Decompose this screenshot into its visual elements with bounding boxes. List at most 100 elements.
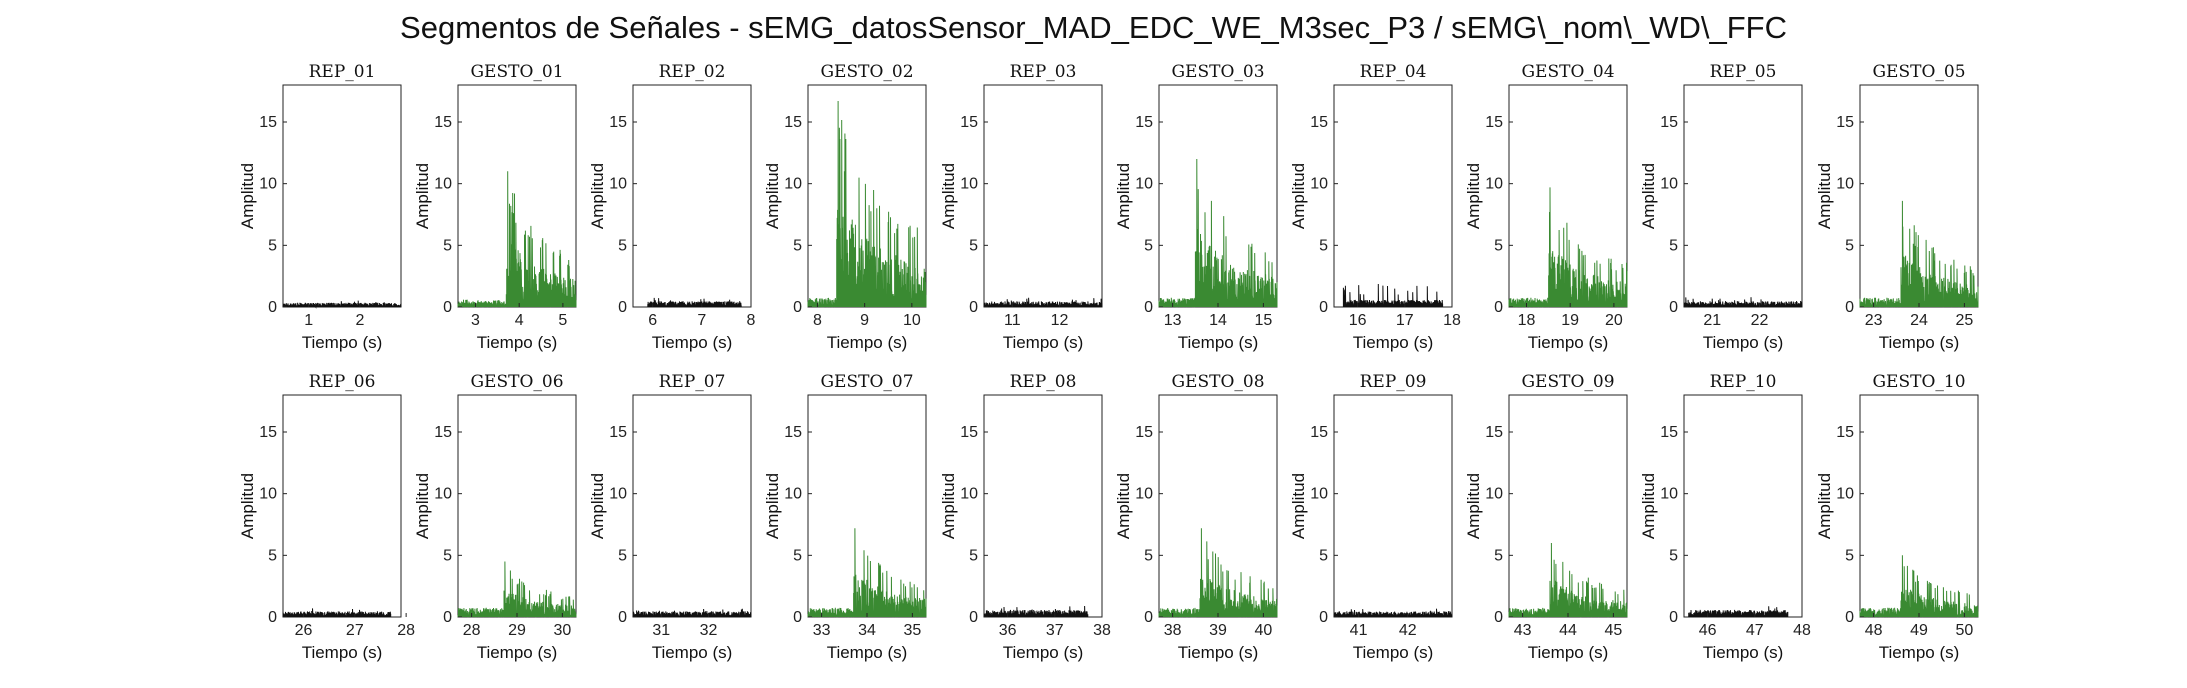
y-axis-label: Amplitud [1114, 163, 1133, 229]
x-tick-label: 35 [903, 622, 921, 639]
subplot-gesto-05: 0 5 10 15 23 24 25 GESTO_05 Tiempo (s) Amplitud [1815, 62, 1979, 352]
y-tick-label: 15 [1836, 424, 1854, 441]
y-axis-label: Amplitud [1464, 473, 1483, 539]
x-tick-label: 33 [813, 622, 831, 639]
axes-box [632, 84, 752, 308]
x-tick-label: 38 [1093, 622, 1111, 639]
x-tick-label: 49 [1910, 622, 1928, 639]
x-tick-label: 26 [295, 622, 313, 639]
axes-box [1683, 84, 1803, 308]
subplot-gesto-08: 0 5 10 15 38 39 40 GESTO_08 Tiempo (s) Amplitud [1114, 372, 1278, 662]
signal-trace [647, 297, 742, 308]
x-tick-label: 44 [1559, 622, 1577, 639]
subplot-title: GESTO_07 [820, 372, 913, 392]
y-tick-label: 15 [1660, 114, 1678, 131]
x-axis-label: Tiempo (s) [1178, 643, 1259, 662]
y-tick-label: 0 [1669, 299, 1678, 316]
x-axis-label: Tiempo (s) [302, 643, 383, 662]
subplot-rep-10: 0 5 10 15 46 47 48 REP_10 Tiempo (s) Amplitud [1639, 372, 1811, 662]
x-tick-label: 27 [346, 622, 364, 639]
y-tick-label: 0 [268, 609, 277, 626]
y-axis-label: Amplitud [413, 163, 432, 229]
y-tick-label: 15 [434, 424, 452, 441]
subplot-gesto-09: 0 5 10 15 43 44 45 GESTO_09 Tiempo (s) Amplitud [1464, 372, 1628, 662]
y-tick-label: 5 [268, 237, 277, 254]
axes-box [983, 394, 1103, 618]
y-tick-label: 10 [259, 486, 277, 503]
x-tick-label: 42 [1399, 622, 1417, 639]
subplot-title: GESTO_01 [470, 62, 563, 82]
y-tick-label: 10 [1135, 486, 1153, 503]
axes-box [1333, 84, 1453, 308]
y-axis-label: Amplitud [1289, 163, 1308, 229]
x-tick-label: 28 [463, 622, 481, 639]
x-axis-label: Tiempo (s) [1003, 643, 1084, 662]
y-tick-label: 0 [1144, 609, 1153, 626]
y-tick-label: 15 [1660, 424, 1678, 441]
y-tick-label: 15 [434, 114, 452, 131]
signal-trace [1342, 283, 1444, 308]
x-tick-label: 39 [1209, 622, 1227, 639]
y-tick-label: 10 [1660, 176, 1678, 193]
x-axis-label: Tiempo (s) [652, 643, 733, 662]
x-tick-label: 48 [1865, 622, 1883, 639]
subplot-title: REP_06 [309, 372, 376, 392]
subplot-rep-06: 0 5 10 15 26 27 28 REP_06 Tiempo (s) Amplitud [238, 372, 415, 662]
y-tick-label: 5 [618, 237, 627, 254]
y-tick-label: 5 [1669, 547, 1678, 564]
x-tick-label: 28 [397, 622, 415, 639]
y-tick-label: 10 [1836, 176, 1854, 193]
y-tick-label: 10 [609, 176, 627, 193]
x-tick-label: 7 [697, 312, 706, 329]
subplot-title: GESTO_08 [1171, 372, 1264, 392]
subplot-rep-07: 0 5 10 15 31 32 REP_07 Tiempo (s) Amplitud [588, 372, 752, 662]
x-tick-label: 12 [1051, 312, 1069, 329]
y-tick-label: 0 [443, 609, 452, 626]
x-tick-label: 4 [515, 312, 524, 329]
subplot-title: REP_08 [1010, 372, 1077, 392]
y-tick-label: 5 [1319, 237, 1328, 254]
y-tick-label: 15 [784, 114, 802, 131]
subplot-title: GESTO_03 [1171, 62, 1264, 82]
y-tick-label: 0 [1845, 299, 1854, 316]
y-axis-label: Amplitud [1114, 473, 1133, 539]
y-tick-label: 0 [1319, 609, 1328, 626]
signal-trace [807, 100, 927, 308]
y-axis-label: Amplitud [1289, 473, 1308, 539]
y-tick-label: 10 [960, 486, 978, 503]
x-tick-label: 37 [1046, 622, 1064, 639]
y-tick-label: 0 [1669, 609, 1678, 626]
axes-box [1859, 394, 1979, 618]
y-tick-label: 10 [1135, 176, 1153, 193]
x-tick-label: 5 [558, 312, 567, 329]
axes-box [1508, 394, 1628, 618]
x-axis-label: Tiempo (s) [1353, 643, 1434, 662]
x-tick-label: 11 [1004, 312, 1021, 329]
y-tick-label: 15 [1310, 424, 1328, 441]
y-tick-label: 5 [443, 547, 452, 564]
subplot-gesto-07: 0 5 10 15 33 34 35 GESTO_07 Tiempo (s) Amplitud [763, 372, 927, 662]
axes-box [457, 394, 577, 618]
y-tick-label: 0 [1494, 299, 1503, 316]
y-tick-label: 5 [1144, 547, 1153, 564]
x-tick-label: 1 [304, 312, 313, 329]
x-tick-label: 24 [1910, 312, 1928, 329]
x-tick-label: 18 [1443, 312, 1461, 329]
subplot-title: GESTO_10 [1872, 372, 1965, 392]
y-tick-label: 10 [1485, 176, 1503, 193]
x-tick-label: 46 [1699, 622, 1717, 639]
signal-trace [632, 608, 752, 618]
x-tick-label: 19 [1561, 312, 1579, 329]
x-axis-label: Tiempo (s) [477, 333, 558, 352]
axes-box [1333, 394, 1453, 618]
y-tick-label: 15 [1836, 114, 1854, 131]
subplot-gesto-02: 0 5 10 15 8 9 10 GESTO_02 Tiempo (s) Amplitud [763, 62, 927, 352]
x-tick-label: 31 [652, 622, 670, 639]
y-tick-label: 15 [1135, 114, 1153, 131]
y-tick-label: 10 [1660, 486, 1678, 503]
x-tick-label: 36 [999, 622, 1017, 639]
y-tick-label: 15 [259, 424, 277, 441]
y-tick-label: 5 [793, 237, 802, 254]
subplot-title: REP_10 [1710, 372, 1777, 392]
